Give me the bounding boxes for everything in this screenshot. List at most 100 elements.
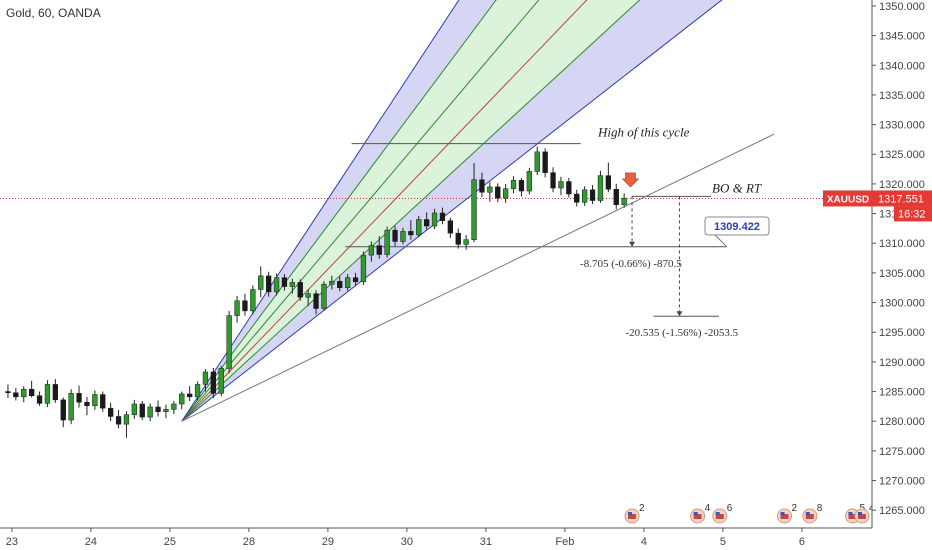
candle-body bbox=[250, 289, 256, 312]
candle-body bbox=[597, 175, 604, 201]
candle-body bbox=[289, 282, 296, 287]
event-count-label: 4 bbox=[705, 503, 711, 514]
sell-arrow-icon[interactable] bbox=[621, 172, 640, 188]
candle-body bbox=[479, 179, 485, 193]
candle-body bbox=[582, 189, 588, 203]
candle-body bbox=[416, 219, 422, 236]
candle-body bbox=[368, 245, 375, 256]
candle-body bbox=[534, 151, 540, 172]
callout-box[interactable] bbox=[704, 216, 770, 236]
fan-line-6 bbox=[181, 0, 460, 422]
candle-body bbox=[621, 197, 627, 205]
last-price-badge bbox=[873, 190, 932, 207]
event-flag-canton bbox=[857, 512, 862, 515]
candle-body bbox=[76, 393, 82, 403]
last-price-label: 1317.551 bbox=[878, 193, 924, 205]
price-tick-label: 1310.000 bbox=[879, 238, 925, 250]
event-flag-canton bbox=[805, 512, 810, 515]
time-tick-label: 28 bbox=[243, 536, 255, 548]
candle-body bbox=[400, 231, 406, 242]
candle-body bbox=[510, 180, 517, 189]
event-flag-stripe bbox=[715, 514, 724, 519]
time-tick-label: Feb bbox=[555, 536, 574, 548]
candle-body bbox=[52, 384, 59, 401]
price-tick-label: 1340.000 bbox=[879, 60, 925, 72]
countdown-label: 16:32 bbox=[898, 208, 926, 220]
candle-body bbox=[202, 371, 209, 385]
event-count-label: 2 bbox=[639, 503, 645, 514]
symbol-badge-label: XAUUSD bbox=[827, 194, 869, 205]
candle-body bbox=[273, 277, 280, 293]
candle-body bbox=[281, 277, 288, 287]
candle-body bbox=[297, 282, 303, 298]
candle-body bbox=[123, 414, 130, 425]
candle-body bbox=[60, 399, 66, 421]
measure-1-arrowhead bbox=[629, 241, 636, 247]
event-flag-stripe bbox=[693, 514, 702, 519]
candle-body bbox=[384, 229, 390, 255]
price-tick-label: 1345.000 bbox=[879, 31, 925, 43]
symbol-badge[interactable] bbox=[823, 190, 873, 207]
fan-line-2 bbox=[181, 0, 641, 422]
candle-body bbox=[242, 300, 248, 312]
candle-body bbox=[447, 220, 454, 234]
candle-body bbox=[258, 275, 264, 290]
price-tick-label: 1285.000 bbox=[879, 387, 925, 399]
fan-line-3 bbox=[181, 0, 588, 422]
candle-body bbox=[455, 232, 461, 245]
price-axis-bg bbox=[872, 0, 932, 550]
candle-body bbox=[139, 403, 145, 418]
event-count-label: 2 bbox=[792, 503, 798, 514]
countdown-badge bbox=[894, 206, 932, 222]
candle-body bbox=[439, 212, 446, 221]
event-count-label: 6 bbox=[727, 503, 733, 514]
candle-body bbox=[431, 212, 438, 227]
annotation-high-of-cycle: High of this cycle bbox=[597, 125, 690, 140]
price-tick-label: 1330.000 bbox=[879, 120, 925, 132]
candle-body bbox=[542, 151, 548, 173]
candle-body bbox=[218, 368, 224, 394]
candle-body bbox=[589, 189, 596, 201]
candle-body bbox=[495, 186, 501, 199]
candle-body bbox=[131, 403, 137, 415]
measure-2-label: -20.535 (-1.56%) -2053.5 bbox=[625, 327, 738, 339]
time-tick-label: 31 bbox=[480, 536, 492, 548]
candle-body bbox=[44, 384, 51, 404]
time-tick-label: 25 bbox=[164, 536, 176, 548]
time-tick-label: 6 bbox=[799, 536, 805, 548]
annotation-bo-rt: BO & RT bbox=[712, 180, 762, 195]
time-tick-label: 24 bbox=[85, 536, 97, 548]
price-tick-label: 1270.000 bbox=[879, 476, 925, 488]
price-tick-label: 1305.000 bbox=[879, 268, 925, 280]
rising-trendline[interactable] bbox=[181, 133, 775, 422]
candle-body bbox=[29, 388, 35, 396]
event-flag-stripe bbox=[848, 514, 857, 519]
candle-body bbox=[115, 416, 122, 425]
candle-body bbox=[352, 277, 359, 283]
candle-body bbox=[605, 175, 612, 190]
candle-body bbox=[171, 403, 177, 410]
candle-body bbox=[313, 293, 319, 309]
candle-body bbox=[234, 300, 240, 316]
price-tick-label: 1290.000 bbox=[879, 357, 925, 369]
candle-body bbox=[518, 180, 525, 192]
time-tick-label: 4 bbox=[641, 536, 647, 548]
candle-body bbox=[194, 384, 201, 398]
candle-body bbox=[329, 280, 335, 285]
event-flag-stripe bbox=[628, 514, 637, 519]
candle-body bbox=[68, 393, 74, 421]
fan-line-1 bbox=[181, 0, 723, 422]
fan-line-4 bbox=[181, 0, 540, 422]
candle-body bbox=[613, 188, 619, 205]
time-tick-label: 5 bbox=[720, 536, 726, 548]
candle-body bbox=[526, 171, 533, 192]
event-flag-stripe bbox=[780, 514, 789, 519]
candle-body bbox=[84, 401, 90, 407]
time-tick-label: 30 bbox=[401, 536, 413, 548]
time-tick-label: 29 bbox=[322, 536, 334, 548]
price-tick-label: 1350.000 bbox=[879, 1, 925, 13]
candle-body bbox=[21, 388, 27, 398]
price-tick-label: 1275.000 bbox=[879, 446, 925, 458]
